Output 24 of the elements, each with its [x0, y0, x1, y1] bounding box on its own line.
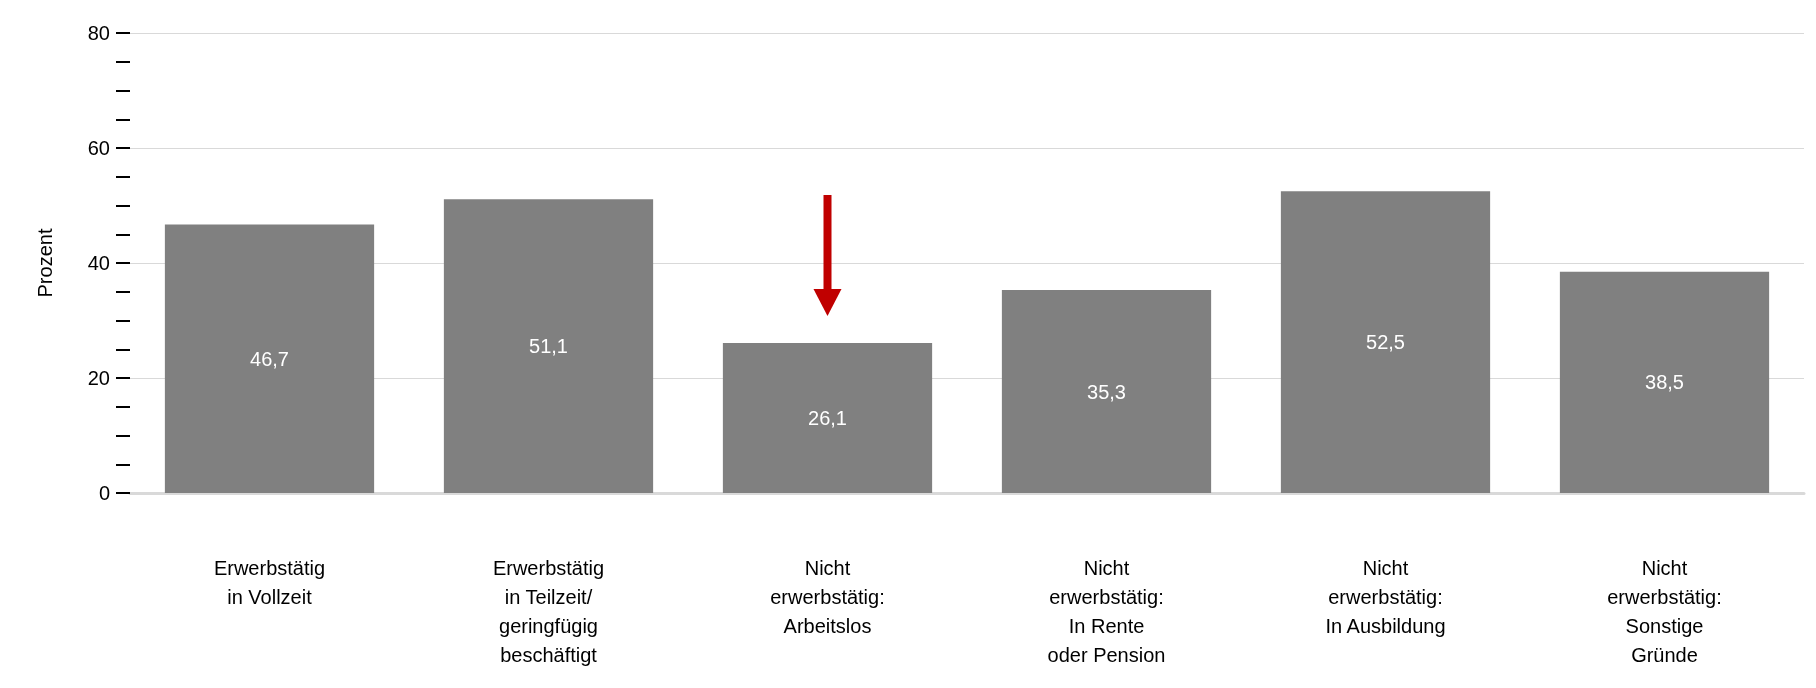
bar	[164, 224, 375, 493]
bar	[443, 199, 654, 493]
data-label: 51,1	[529, 335, 568, 358]
bar	[1001, 290, 1212, 493]
y-tick-label: 60	[87, 137, 110, 159]
bar	[1559, 271, 1770, 493]
bar	[1280, 191, 1491, 493]
y-axis-title: Prozent	[34, 228, 56, 298]
data-label: 35,3	[1087, 380, 1126, 403]
y-tick-label: 40	[87, 252, 110, 274]
x-tick-label: Nicht erwerbstätig: Arbeitslos	[770, 556, 885, 637]
x-tick-label: Erwerbstätig in Teilzeit/ geringfügig beschäftigt	[492, 556, 605, 666]
bar	[722, 342, 933, 493]
y-tick-label: 0	[98, 482, 110, 504]
data-label: 52,5	[1366, 331, 1405, 354]
x-tick-label: Erwerbstätig in Vollzeit	[213, 556, 326, 608]
data-label: 26,1	[808, 406, 847, 429]
data-label: 38,5	[1645, 371, 1684, 394]
y-tick-label: 20	[87, 367, 110, 389]
x-tick-label: Nicht erwerbstätig: In Rente oder Pension	[1047, 556, 1166, 666]
data-label: 46,7	[250, 347, 289, 370]
x-tick-label: Nicht erwerbstätig: Sonstige Gründe	[1607, 556, 1722, 666]
y-tick-label: 80	[87, 22, 110, 44]
x-tick-label: Nicht erwerbstätig: In Ausbildung	[1325, 556, 1446, 637]
